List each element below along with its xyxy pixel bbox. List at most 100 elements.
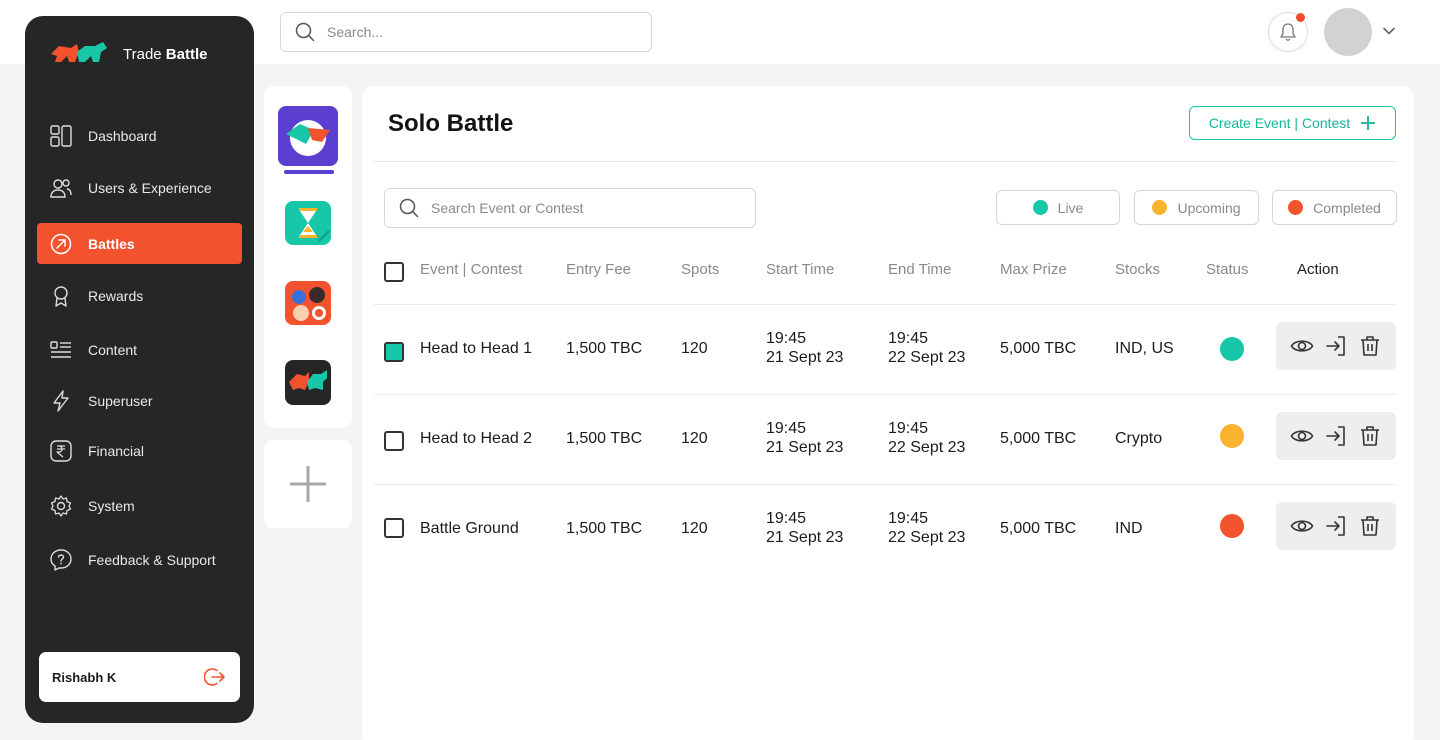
bull-bear-icon (289, 370, 327, 390)
global-search-input[interactable] (327, 24, 627, 40)
sidebar-item-rewards[interactable]: Rewards (37, 276, 242, 316)
group-battle-icon (292, 287, 326, 321)
col-entry-fee: Entry Fee (566, 261, 632, 278)
entry-fee: 1,500 TBC (566, 340, 643, 357)
sidebar-item-users[interactable]: Users & Experience (37, 168, 242, 208)
notification-badge (1296, 13, 1305, 22)
enter-icon[interactable] (1324, 424, 1348, 448)
view-icon[interactable] (1290, 334, 1314, 358)
max-prize: 5,000 TBC (1000, 430, 1077, 447)
max-prize: 5,000 TBC (1000, 520, 1077, 537)
feedback-icon (49, 548, 73, 572)
hourglass-icon (299, 208, 330, 242)
sidebar-item-label: Dashboard (88, 128, 157, 144)
stocks: IND, US (1115, 340, 1174, 357)
sidebar-item-label: Content (88, 342, 138, 358)
create-event-button[interactable]: Create Event | Contest (1189, 106, 1396, 140)
live-dot (1032, 200, 1048, 215)
end-time: 19:45 (888, 510, 929, 527)
row-checkbox[interactable] (384, 431, 404, 451)
status-indicator-live (1220, 337, 1244, 361)
user-avatar[interactable] (1324, 8, 1372, 56)
notifications-button[interactable] (1268, 12, 1308, 52)
row-actions (1276, 502, 1396, 550)
col-start-time: Start Time (766, 261, 835, 278)
delete-icon[interactable] (1358, 424, 1382, 448)
delete-icon[interactable] (1358, 514, 1382, 538)
rupee-icon (49, 439, 73, 463)
sidebar-item-label: Users & Experience (88, 180, 212, 196)
sidebar-item-financial[interactable]: Financial (37, 431, 242, 471)
add-battle-type-button[interactable] (264, 440, 352, 528)
page-title: Solo Battle (388, 110, 514, 137)
plus-icon (1361, 116, 1376, 130)
rewards-icon (49, 284, 73, 308)
completed-dot (1288, 200, 1304, 215)
enter-icon[interactable] (1324, 334, 1348, 358)
enter-icon[interactable] (1324, 514, 1348, 538)
sidebar-item-feedback[interactable]: Feedback & Support (37, 540, 242, 580)
header-divider (374, 161, 1396, 162)
battle-type-timed[interactable] (285, 201, 331, 245)
solo-battle-icon (286, 120, 330, 156)
delete-icon[interactable] (1358, 334, 1382, 358)
start-date: 21 Sept 23 (766, 439, 844, 456)
view-icon[interactable] (1290, 514, 1314, 538)
sidebar-item-system[interactable]: System (37, 486, 242, 526)
col-event: Event | Contest (420, 261, 523, 278)
battle-type-group[interactable] (285, 281, 331, 325)
search-icon (399, 198, 419, 218)
stocks: Crypto (1115, 430, 1163, 447)
event-search[interactable] (384, 188, 756, 228)
sidebar-item-label: Financial (88, 443, 145, 459)
entry-fee: 1,500 TBC (566, 520, 643, 537)
global-search[interactable] (280, 12, 652, 52)
col-max-prize: Max Prize (1000, 261, 1067, 278)
sidebar-item-content[interactable]: Content (37, 330, 242, 370)
select-all-checkbox[interactable] (384, 262, 404, 282)
brand[interactable]: Trade Battle (49, 40, 207, 68)
sidebar-item-label: System (88, 498, 135, 514)
battle-type-bull-bear[interactable] (285, 360, 331, 405)
event-name: Battle Ground (420, 520, 519, 537)
sidebar-item-label: Superuser (88, 393, 153, 409)
filter-upcoming[interactable]: Upcoming (1134, 190, 1259, 225)
users-icon (49, 176, 73, 200)
sidebar-item-battles[interactable]: Battles (37, 223, 242, 264)
row-divider (374, 394, 1396, 395)
selected-type-indicator (284, 170, 334, 174)
sidebar: Trade Battle Dashboard Users & Experienc… (25, 16, 254, 723)
row-checkbox[interactable] (384, 518, 404, 538)
col-end-time: End Time (888, 261, 952, 278)
event-search-input[interactable] (431, 200, 731, 216)
chevron-down-icon[interactable] (1382, 24, 1396, 38)
user-name: Rishabh K (52, 669, 117, 685)
sidebar-item-label: Feedback & Support (88, 552, 216, 568)
start-time: 19:45 (766, 420, 807, 437)
max-prize: 5,000 TBC (1000, 340, 1077, 357)
sidebar-item-superuser[interactable]: Superuser (37, 381, 242, 421)
battle-type-solo[interactable] (278, 106, 338, 166)
col-spots: Spots (681, 261, 720, 278)
logout-icon[interactable] (204, 666, 226, 688)
content-icon (49, 338, 73, 362)
row-divider (374, 304, 1396, 305)
sidebar-item-label: Battles (88, 235, 135, 252)
status-indicator-upcoming (1220, 424, 1244, 448)
end-date: 22 Sept 23 (888, 349, 966, 366)
col-status: Status (1206, 261, 1249, 278)
row-actions (1276, 412, 1396, 460)
start-time: 19:45 (766, 330, 807, 347)
view-icon[interactable] (1290, 424, 1314, 448)
end-date: 22 Sept 23 (888, 439, 966, 456)
sidebar-item-label: Rewards (88, 288, 144, 304)
main-panel: Solo Battle Create Event | Contest Live … (362, 86, 1414, 740)
row-checkbox[interactable] (384, 342, 404, 362)
sidebar-item-dashboard[interactable]: Dashboard (37, 116, 242, 156)
filter-live[interactable]: Live (996, 190, 1120, 225)
brand-name: Trade Battle (123, 45, 208, 63)
lightning-icon (49, 389, 73, 413)
gear-icon (49, 494, 73, 518)
event-name: Head to Head 2 (420, 430, 533, 447)
filter-completed[interactable]: Completed (1272, 190, 1397, 225)
